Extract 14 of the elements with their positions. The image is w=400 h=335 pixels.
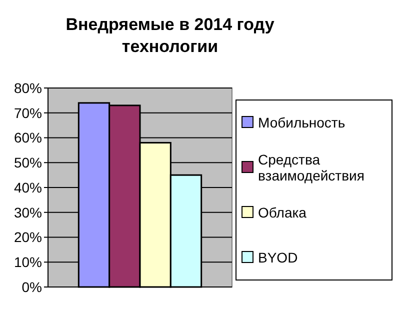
legend-label: BYOD bbox=[258, 249, 298, 266]
y-tick-label: 80% bbox=[14, 80, 42, 96]
legend-label: Облака bbox=[258, 204, 307, 220]
y-tick-label: 10% bbox=[14, 254, 42, 270]
y-tick-label: 60% bbox=[14, 130, 42, 146]
y-tick-label: 40% bbox=[14, 179, 42, 196]
chart-title: Внедряемые в 2014 году технологии bbox=[66, 15, 275, 56]
y-tick-label: 20% bbox=[14, 229, 42, 246]
y-tick-label: 30% bbox=[14, 204, 42, 220]
legend-label: Средства взаимодействия bbox=[258, 151, 364, 184]
legend-label: Мобильность bbox=[258, 114, 346, 130]
y-tick-label: 70% bbox=[14, 104, 42, 121]
y-tick-label: 50% bbox=[14, 154, 42, 171]
y-tick-label: 0% bbox=[22, 278, 42, 295]
